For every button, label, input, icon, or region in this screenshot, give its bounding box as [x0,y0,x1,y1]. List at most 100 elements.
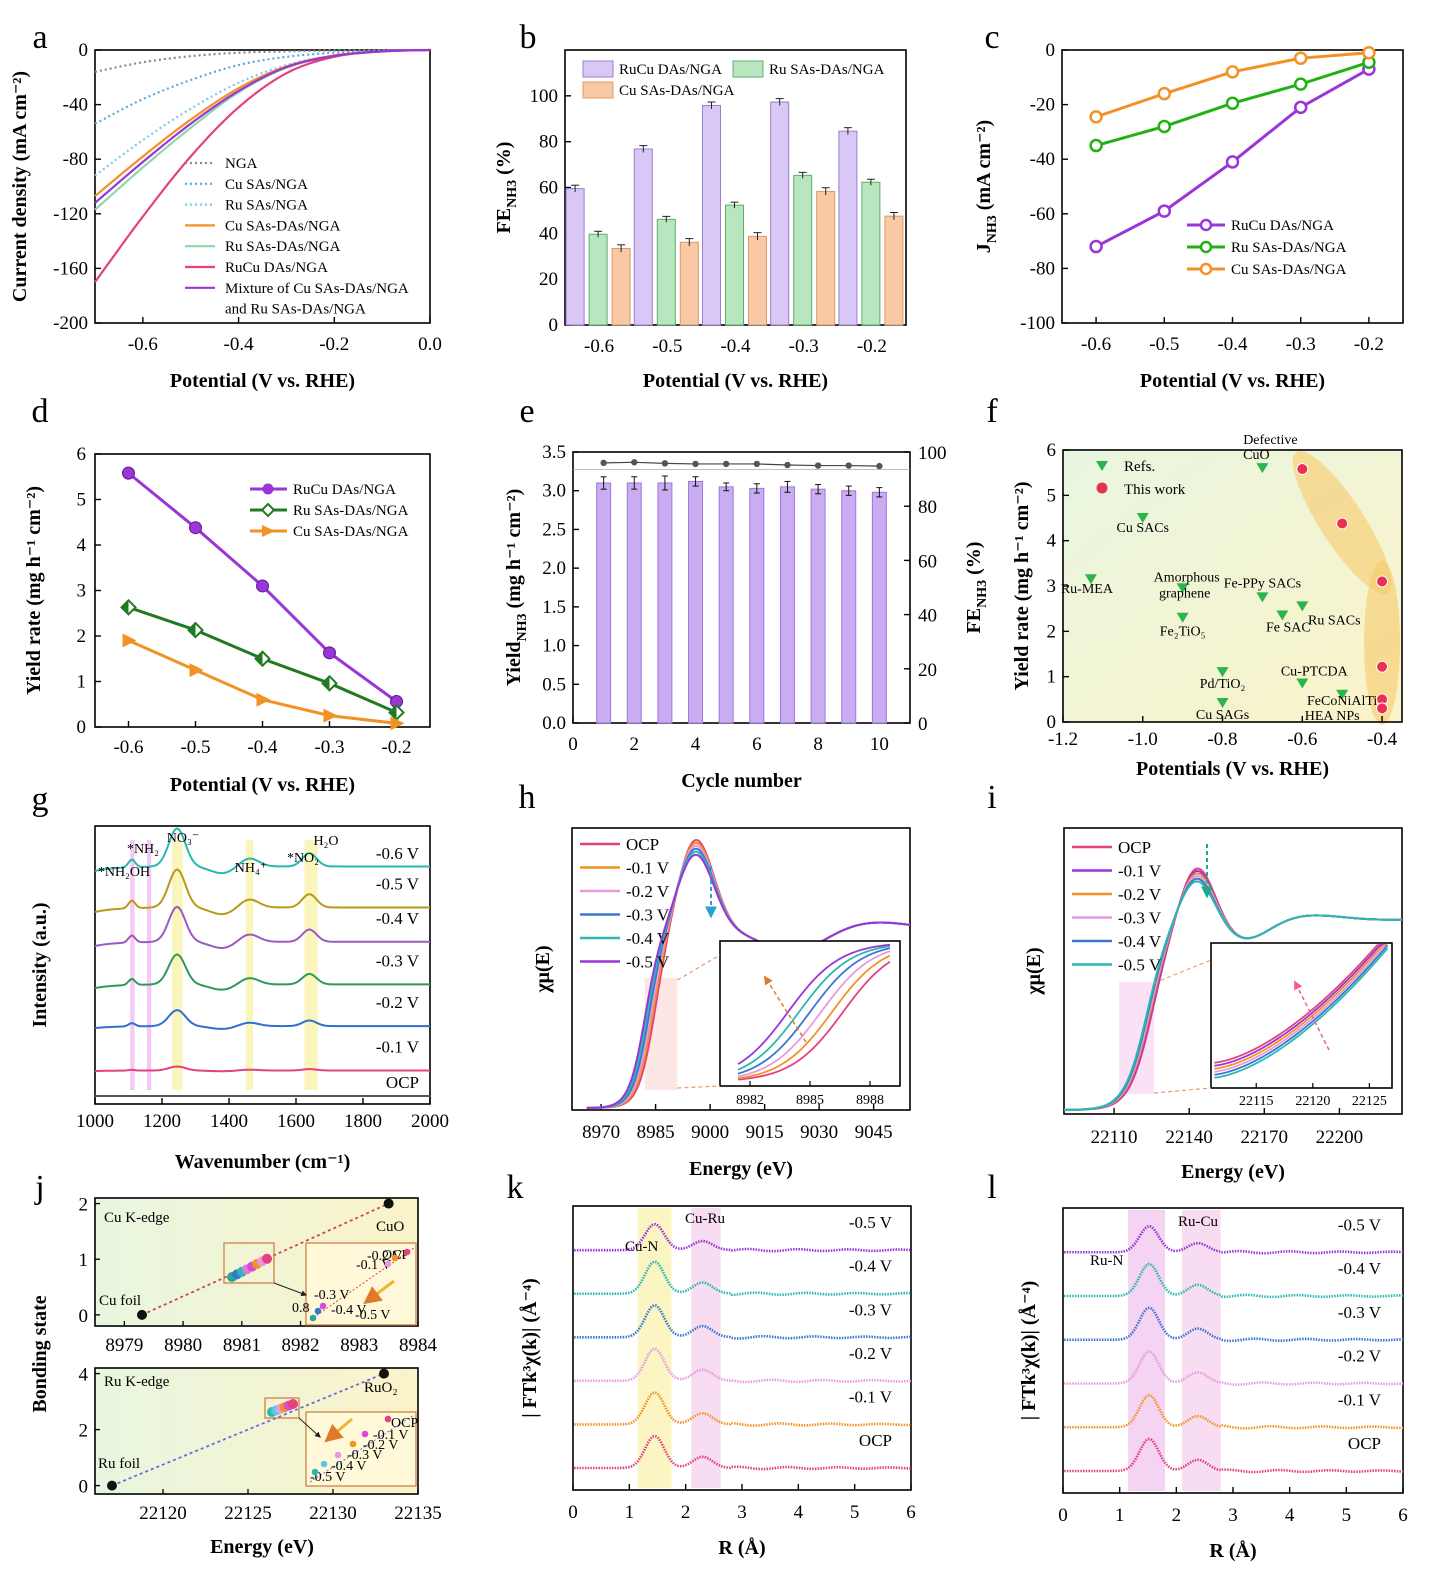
legend-label: -0.3 V [626,906,670,925]
x-tick-label: 22170 [1241,1127,1289,1148]
this-work-point [1376,660,1389,673]
legend-marker [1199,240,1213,254]
bar [679,241,699,326]
series-label: -0.4 V [1338,1259,1382,1278]
y-axis-label-main: χμ(E) [1023,947,1045,995]
data-point [1225,96,1240,110]
inset-label: -0.5 V [355,1308,391,1323]
plot-frame [572,451,911,724]
series-line [94,953,430,991]
y-axis-label-main: χμ(E) [532,945,554,993]
series-label: -0.4 V [376,909,420,928]
x-axis-label: Potential (V vs. RHE) [643,370,828,392]
y2-tick-label: 0 [918,714,928,735]
y-axis-label-main: Bonding state [29,1295,51,1412]
x-tick-label: 1600 [277,1111,315,1132]
ref-marker [1296,678,1309,689]
fe-point [692,460,699,468]
ref-label: Ru SACs [1308,613,1361,628]
panel-l: l 0 1 2 3 4 5 6 R (Å) | FTk³χ(k)| (Å⁻⁴) OCP -0.1 V -… [987,1169,1407,1562]
x-tick-label: -0.4 [1217,334,1248,355]
panel-label-e: e [519,393,534,430]
data-point [1157,204,1172,218]
y-tick-label: -80 [1030,258,1055,279]
fe-point [722,460,730,468]
y-tick-label: 0 [79,1477,89,1498]
bar [596,482,612,724]
legend-label: -0.1 V [1118,862,1162,881]
this-work-point [1376,702,1389,715]
ref-label: FeCoNiAlTi [1307,694,1377,709]
x-tick-label: -0.5 [652,336,682,357]
x-tick-label: 2 [630,734,640,755]
ref-label: Cu SAGs [1196,708,1249,723]
plot-frame [1061,49,1404,324]
legend-label: Ru SAs-DAs/NGA [225,239,341,255]
series-label: -0.3 V [376,951,420,970]
inset-pointer [298,1417,321,1438]
data-point-half [188,623,196,638]
y-tick-label: -160 [53,258,88,279]
bar [718,486,734,724]
this-work-point [1376,575,1389,588]
band-highlight [245,840,254,1090]
y-tick-label: 2 [1047,621,1057,642]
x-tick-label: 8970 [582,1122,620,1143]
x-tick-label: -0.2 [381,737,411,758]
cluster-point [262,1253,272,1264]
x-tick-label: 1 [1115,1505,1125,1526]
peak-label: NH₄⁺ [235,861,268,876]
y-tick-label: 3.5 [542,442,566,463]
x-axis-label: Potentials (V vs. RHE) [1136,758,1329,780]
inset-point [361,1430,369,1438]
y-tick-label: 0 [77,717,87,738]
series-label: -0.2 V [1338,1347,1382,1366]
y-axis-label-main: Yield [503,641,525,686]
bar [884,215,904,326]
ref-label-line2: HEA NPs [1305,709,1360,724]
y-tick-label: 3 [1047,576,1057,597]
bond-label: Cu-N [625,1239,659,1255]
y-axis-label: YieldNH3 (mg h⁻¹ cm⁻²) [503,489,530,687]
ref-marker [1216,667,1229,678]
inset-point [384,1260,392,1268]
x-axis-label: Potential (V vs. RHE) [170,774,355,796]
data-point [1089,239,1103,254]
series-label: -0.2 V [849,1344,893,1363]
inset-point [349,1440,357,1448]
legend-marker [1096,482,1108,494]
zoom-region [1119,982,1155,1094]
plot-frame [1063,827,1403,1115]
legend-marker [1199,218,1213,232]
x-tick-label: 1200 [143,1111,181,1132]
x-tick-label: -0.4 [247,737,278,758]
x-axis-label: Energy (eV) [689,1158,793,1180]
trend-arrow [363,1279,395,1305]
series-label: -0.1 V [849,1387,893,1406]
legend-label: -0.2 V [626,882,670,901]
x-tick-label: 1800 [344,1111,382,1132]
x-tick-label: 8979 [105,1335,143,1356]
x-tick-label: 22130 [309,1503,357,1524]
trend-arrow [764,975,807,1043]
x-tick-label: 8 [813,734,823,755]
data-point [1157,119,1172,134]
y-axis-label-main: FE [493,208,515,234]
fe-point [784,461,791,469]
inset-point [319,1302,327,1310]
ref-marker [1216,697,1229,708]
inset-label: -0.1 V [356,1258,392,1273]
x-tick-label: 0 [568,1502,578,1523]
x-tick-label: -0.4 [224,334,255,355]
inset-label: -0.3 V [347,1448,383,1463]
series-label: OCP [1348,1434,1381,1453]
legend-marker [260,502,276,518]
data-point [1225,65,1240,79]
band-highlight [146,840,152,1090]
series-line [574,1391,912,1427]
zoom-connector [677,954,721,981]
y-tick-label: -200 [53,313,88,334]
x-tick-label: 1 [625,1502,635,1523]
series-label: -0.2 V [376,993,420,1012]
series-line [574,1260,912,1297]
